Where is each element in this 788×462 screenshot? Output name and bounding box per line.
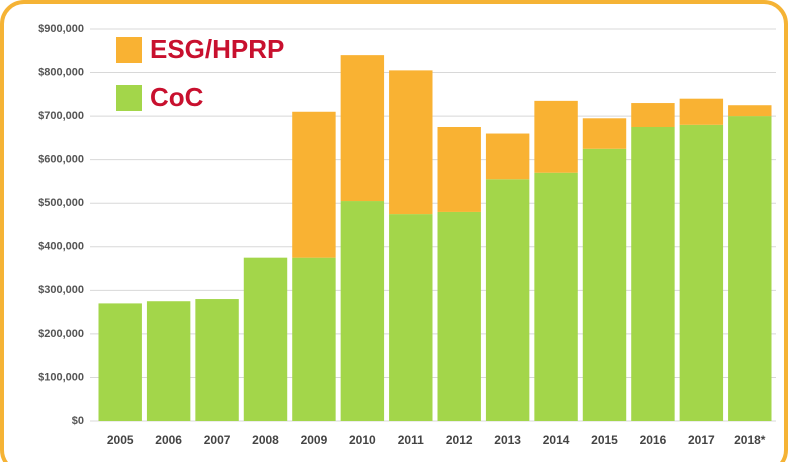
y-tick-label: $500,000: [38, 197, 84, 209]
bar-segment: [631, 127, 675, 421]
x-tick-label: 2016: [640, 433, 667, 447]
bar-segment: [679, 98, 724, 125]
bar-segment: [728, 105, 772, 117]
y-tick-label: $900,000: [38, 23, 84, 35]
bars: [98, 55, 772, 422]
x-tick-label: 2014: [543, 433, 570, 447]
y-tick-label: $700,000: [38, 110, 84, 122]
bar-segment: [485, 133, 530, 180]
bar-segment: [437, 211, 481, 421]
y-tick-label: $600,000: [38, 154, 84, 166]
x-tick-label: 2013: [494, 433, 521, 447]
x-tick-label: 2007: [204, 433, 231, 447]
x-tick-label: 2010: [349, 433, 376, 447]
y-tick-label: $100,000: [38, 371, 84, 383]
bar-segment: [582, 118, 627, 149]
bar-segment: [679, 124, 724, 422]
bar-segment: [485, 179, 530, 421]
x-tick-label: 2017: [688, 433, 715, 447]
bar-segment: [631, 103, 675, 127]
x-tick-label: 2009: [301, 433, 328, 447]
y-tick-label: $400,000: [38, 241, 84, 253]
x-tick-label: 2018*: [734, 433, 766, 447]
bar-segment: [534, 172, 578, 421]
bar-segment: [389, 70, 433, 215]
legend-label: ESG/HPRP: [150, 34, 284, 64]
x-tick-label: 2005: [107, 433, 134, 447]
x-tick-label: 2011: [398, 433, 424, 447]
bar-segment: [195, 299, 239, 421]
bar-segment: [582, 148, 627, 421]
bar-segment: [437, 127, 481, 212]
bar-segment: [98, 303, 142, 421]
legend-swatch: [116, 85, 142, 111]
y-tick-label: $0: [72, 415, 84, 427]
x-tick-label: 2012: [446, 433, 473, 447]
bar-segment: [728, 116, 772, 421]
y-tick-label: $800,000: [38, 66, 84, 78]
bar-segment: [340, 55, 385, 202]
bar-segment: [292, 111, 336, 258]
bar-segment: [146, 301, 191, 421]
x-tick-label: 2006: [155, 433, 182, 447]
y-tick-label: $300,000: [38, 284, 84, 296]
bar-segment: [340, 201, 385, 421]
y-tick-label: $200,000: [38, 328, 84, 340]
x-tick-label: 2008: [252, 433, 279, 447]
x-tick-label: 2015: [591, 433, 618, 447]
bar-segment: [534, 100, 578, 173]
legend-label: CoC: [150, 82, 204, 112]
bar-segment: [389, 214, 433, 421]
legend-swatch: [116, 37, 142, 63]
bar-segment: [243, 257, 288, 421]
bar-segment: [292, 257, 336, 421]
labels: $0 $100,000 $200,000 $300,000 $400,000 $500,0…: [38, 23, 766, 447]
